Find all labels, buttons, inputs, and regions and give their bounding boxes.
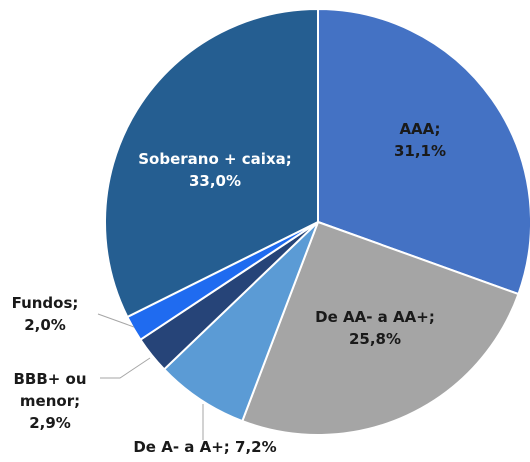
data-label: Fundos; 2,0% — [0, 292, 90, 336]
category-label: Fundos; — [11, 294, 79, 312]
value-label: 33,0% — [188, 172, 242, 190]
data-label: De AA- a AA+; 25,8% — [315, 306, 435, 350]
data-label: BBB+ ou menor; 2,9% — [0, 368, 100, 434]
data-label: Soberano + caixa; 33,0% — [130, 148, 300, 192]
pie-slice — [240, 220, 520, 436]
pie-slice — [104, 7, 319, 319]
leader-line — [97, 313, 135, 328]
category-label: AAA; — [399, 120, 441, 138]
value-label: 7,2% — [235, 438, 277, 456]
value-label: 31,1% — [393, 142, 447, 160]
data-label: AAA; 31,1% — [370, 118, 470, 162]
value-label: 2,0% — [24, 316, 66, 334]
category-label: BBB+ ou menor; — [13, 370, 87, 410]
category-label: De AA- a AA+; — [315, 308, 435, 326]
category-label: De A- a A+; — [133, 438, 230, 456]
data-label: De A- a A+; 7,2% — [90, 436, 320, 458]
value-label: 25,8% — [348, 330, 402, 348]
category-label: Soberano + caixa; — [138, 150, 292, 168]
leader-line — [100, 357, 151, 379]
value-label: 2,9% — [29, 414, 71, 432]
